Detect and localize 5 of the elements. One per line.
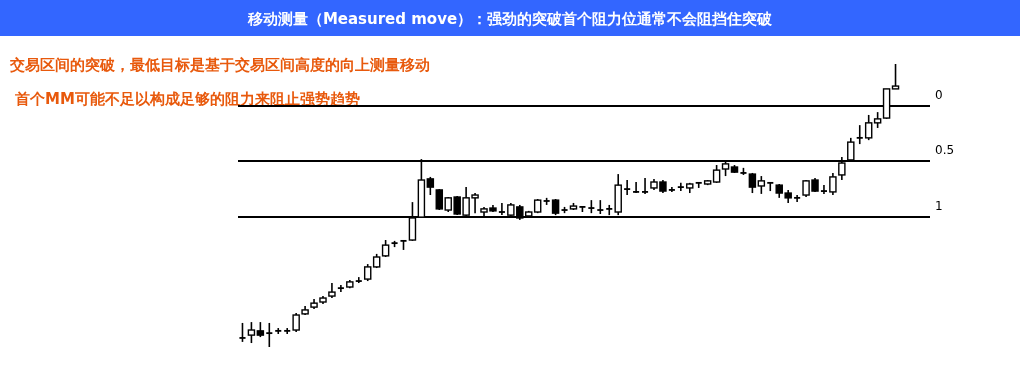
annotation: 交易区间的突破，最低目标是基于交易区间高度的向上测量移动 bbox=[9, 56, 430, 74]
text: 0 bbox=[935, 87, 943, 102]
chart-title: 移动测量（Measured move）：强劲的突破首个阻力位通常不会阻挡住突破 bbox=[246, 10, 774, 28]
text: 1 bbox=[935, 199, 943, 214]
text: 0.5 bbox=[935, 143, 955, 158]
